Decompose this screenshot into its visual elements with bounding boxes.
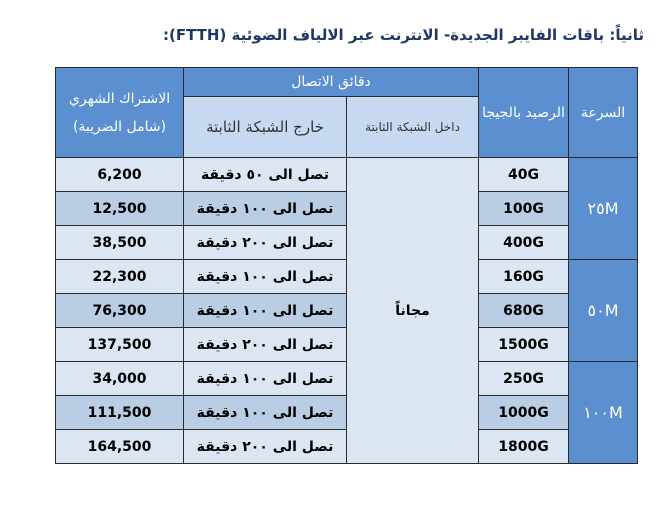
table-cell: 250G: [478, 361, 570, 396]
table-cell: 6,200: [55, 157, 184, 192]
table-cell: خارج الشبكة الثابتة: [182, 96, 348, 158]
table-cell: 137,500: [55, 327, 184, 362]
table-cell: ٢٥M: [568, 157, 639, 260]
table-cell: تصل الى ٢٠٠ دقيقة: [182, 225, 348, 260]
table-cell: 1500G: [478, 327, 570, 362]
table-cell: السرعة: [568, 67, 639, 158]
table-cell: 40G: [478, 157, 570, 192]
table-row: 680G تصل الى ١٠٠ دقيقة 76,300: [55, 293, 638, 328]
title: ثانياً: باقات الفايبر الجديدة- الانترنت …: [162, 26, 644, 44]
table-cell: 100G: [478, 191, 570, 226]
table-cell: 12,500: [55, 191, 184, 226]
table-cell: 76,300: [55, 293, 184, 328]
table-row: 1800G تصل الى ٢٠٠ دقيقة 164,500: [55, 429, 638, 464]
table-cell: 400G: [478, 225, 570, 260]
table-cell: 22,300: [55, 259, 184, 294]
table-row: ٢٥M 40G مجاناً تصل الى ٥٠ دقيقة 6,200: [55, 157, 639, 464]
table-cell: 164,500: [55, 429, 184, 464]
table-cell: الرصيد بالجيجا: [478, 67, 570, 158]
table-cell: 111,500: [55, 395, 184, 430]
table-cell: تصل الى ٢٠٠ دقيقة: [182, 429, 348, 464]
table-cell: 34,000: [55, 361, 184, 396]
table-cell: 38,500: [55, 225, 184, 260]
table-cell: 680G: [478, 293, 570, 328]
table-cell: تصل الى ١٠٠ دقيقة: [182, 293, 348, 328]
table-cell: تصل الى ١٠٠ دقيقة: [182, 395, 348, 430]
table-cell: 1000G: [478, 395, 570, 430]
table-row: ١٠٠M 250G تصل الى ١٠٠ دقيقة 34,000: [55, 361, 639, 464]
table-row: 400G تصل الى ٢٠٠ دقيقة 38,500: [55, 225, 638, 260]
table-row: 100G تصل الى ١٠٠ دقيقة 12,500: [55, 191, 638, 226]
table-row: داخل الشبكة الثابتة خارج الشبكة الثابتة: [56, 96, 638, 158]
table-cell: تصل الى ١٠٠ دقيقة: [182, 259, 348, 294]
table-row: السرعة الرصيد بالجيجا دقائق الاتصال الاشترا…: [55, 67, 639, 158]
table-cell: الاشتراك الشهري (شامل الضريبة): [55, 67, 184, 158]
table-cell: تصل الى ١٠٠ دقيقة: [182, 361, 348, 396]
table-row: 1000G تصل الى ١٠٠ دقيقة 111,500: [55, 395, 638, 430]
table-cell: تصل الى ٢٠٠ دقيقة: [182, 327, 348, 362]
table-cell: مجاناً: [346, 157, 480, 464]
table-cell: داخل الشبكة الثابتة: [346, 96, 480, 158]
table-cell: 160G: [478, 259, 570, 294]
table-row: 1500G تصل الى ٢٠٠ دقيقة 137,500: [55, 327, 638, 362]
table-cell: تصل الى ١٠٠ دقيقة: [182, 191, 348, 226]
table-cell: ١٠٠M: [568, 361, 639, 464]
table-cell: ٥٠M: [568, 259, 639, 362]
table-row: ٥٠M 160G تصل الى ١٠٠ دقيقة 22,300: [55, 259, 639, 362]
table-cell: تصل الى ٥٠ دقيقة: [182, 157, 348, 192]
packages-table: السرعة الرصيد بالجيجا دقائق الاتصال الاشترا…: [55, 67, 639, 464]
table-cell: دقائق الاتصال: [182, 67, 480, 97]
table-cell: 1800G: [478, 429, 570, 464]
